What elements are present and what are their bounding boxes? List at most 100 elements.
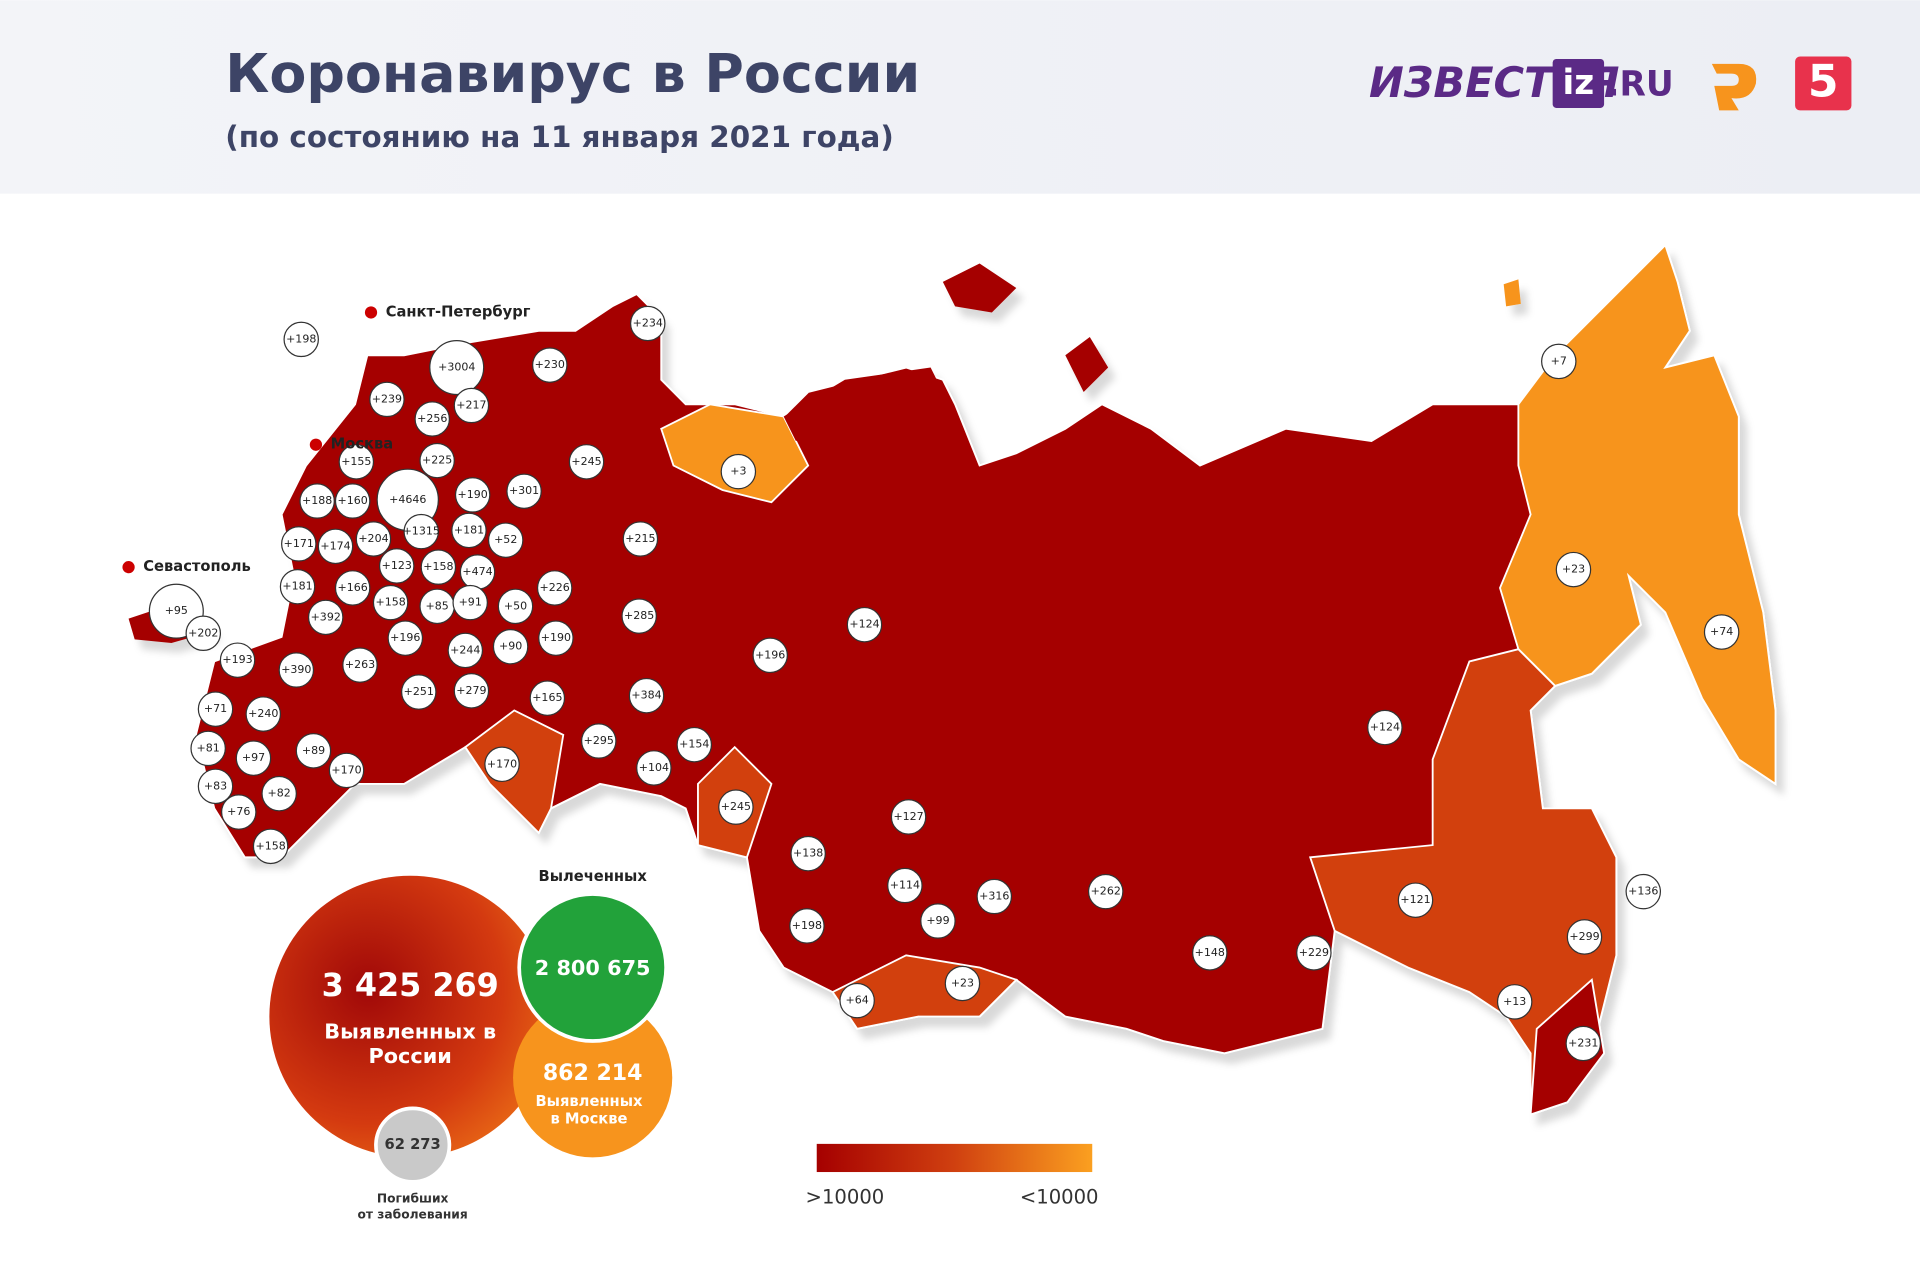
- region-label: +202: [188, 626, 218, 639]
- region-label: +190: [458, 488, 488, 501]
- region-label: +23: [951, 976, 974, 989]
- region-label: +240: [248, 707, 278, 720]
- region-bubble: [846, 606, 883, 643]
- region-label: +121: [1400, 893, 1430, 906]
- region-bubble: [718, 789, 754, 825]
- region-label: +217: [456, 399, 486, 412]
- legend-high: >10000: [806, 1185, 885, 1208]
- region-label: +123: [382, 559, 412, 572]
- logo-iz-box: [1552, 58, 1605, 108]
- region-label: +256: [417, 412, 447, 425]
- region-label: +154: [679, 738, 709, 751]
- region-label: +181: [282, 580, 312, 593]
- region-label: +158: [255, 839, 285, 852]
- region-bubble: [497, 588, 534, 625]
- region-bubble: [487, 522, 524, 558]
- region-bubble: [197, 691, 234, 727]
- region-bubble: [1192, 935, 1228, 971]
- region-bubble: [944, 965, 981, 1002]
- region-label: +82: [268, 787, 291, 800]
- far-east-orange: [1499, 243, 1777, 786]
- region-label: +104: [639, 761, 669, 774]
- region-label: +301: [509, 484, 539, 497]
- region-bubble: [219, 642, 256, 678]
- region-label: +198: [792, 919, 822, 932]
- moscow-circle: [513, 998, 673, 1158]
- region-label: +295: [584, 734, 614, 747]
- total-label: Выявленных в: [324, 1019, 496, 1043]
- region-bubble: [720, 453, 757, 490]
- total-label: России: [369, 1044, 452, 1068]
- region-bubble: [221, 794, 257, 830]
- region-label: +225: [422, 454, 452, 467]
- arctic-islands: [942, 263, 1017, 313]
- region-bubble: [1625, 873, 1662, 910]
- region-bubble: [429, 340, 485, 396]
- region-bubble: [245, 696, 282, 732]
- region-bubble: [453, 673, 490, 709]
- region-bubble: [622, 521, 659, 557]
- region-label: +316: [979, 890, 1009, 903]
- region-label: +7: [1551, 354, 1567, 367]
- deaths-label: от заболевания: [358, 1207, 468, 1221]
- region-label: +74: [1710, 625, 1733, 638]
- novaya-zemlya: [783, 367, 943, 442]
- region-label: +229: [1299, 946, 1329, 959]
- region-bubble: [568, 444, 605, 480]
- moscow-label: в Москве: [550, 1110, 627, 1127]
- region-bubble: [1541, 343, 1577, 380]
- region-label: +174: [320, 539, 350, 552]
- region-bubble: [1566, 919, 1603, 955]
- region-label: +1315: [403, 525, 440, 538]
- deaths-value: 62 273: [385, 1136, 441, 1153]
- region-bubble: [235, 740, 272, 776]
- region-label: +198: [286, 332, 316, 345]
- region-bubble: [451, 512, 487, 549]
- region-label: +392: [311, 610, 341, 623]
- region-bubble: [789, 908, 825, 944]
- region-label: +99: [926, 914, 949, 927]
- region-bubble: [401, 674, 437, 710]
- region-bubble: [403, 513, 439, 550]
- region-bubble: [419, 442, 455, 479]
- legend-low: <10000: [1020, 1185, 1099, 1208]
- region-bubble: [529, 680, 566, 716]
- region-label: +384: [631, 689, 661, 702]
- region-label: +251: [404, 685, 434, 698]
- region-bubble: [484, 746, 520, 783]
- region-label: +4646: [389, 493, 426, 506]
- city-label: Санкт-Петербург: [386, 303, 531, 320]
- region-bubble: [252, 828, 289, 865]
- logo-ru: .RU: [1607, 64, 1674, 104]
- region-label: +64: [846, 994, 869, 1007]
- logo-iz: iz: [1563, 63, 1595, 103]
- region-bubble: [342, 647, 378, 683]
- region-label: +196: [390, 631, 420, 644]
- subtitle: (по состоянию на 11 января 2021 года): [225, 120, 893, 154]
- region-label: +89: [302, 744, 325, 757]
- region-bubble: [453, 387, 490, 424]
- region-label: +83: [204, 779, 227, 792]
- region-bubble: [1087, 873, 1124, 910]
- region-label: +263: [345, 658, 375, 671]
- region-label: +234: [633, 316, 663, 329]
- region-bubble: [790, 835, 826, 872]
- nenets: [660, 403, 810, 504]
- region-bubble: [1397, 882, 1434, 918]
- region-bubble: [1367, 709, 1403, 746]
- region-label: +204: [358, 532, 388, 545]
- severnaya-zemlya: [1065, 336, 1109, 393]
- deaths-label: Погибших: [377, 1191, 449, 1205]
- region-bubble: [536, 570, 573, 606]
- region-label: +76: [227, 805, 250, 818]
- region-bubble: [454, 477, 491, 513]
- region-bubble: [338, 444, 375, 480]
- region-bubble: [1565, 1025, 1602, 1062]
- region-bubble: [378, 548, 415, 584]
- region-label: +85: [426, 599, 449, 612]
- region-bubble: [414, 401, 450, 437]
- deaths-circle: [374, 1106, 452, 1184]
- logo-ren: [1711, 63, 1757, 111]
- region-bubble: [976, 878, 1013, 915]
- region-bubble: [1703, 614, 1740, 650]
